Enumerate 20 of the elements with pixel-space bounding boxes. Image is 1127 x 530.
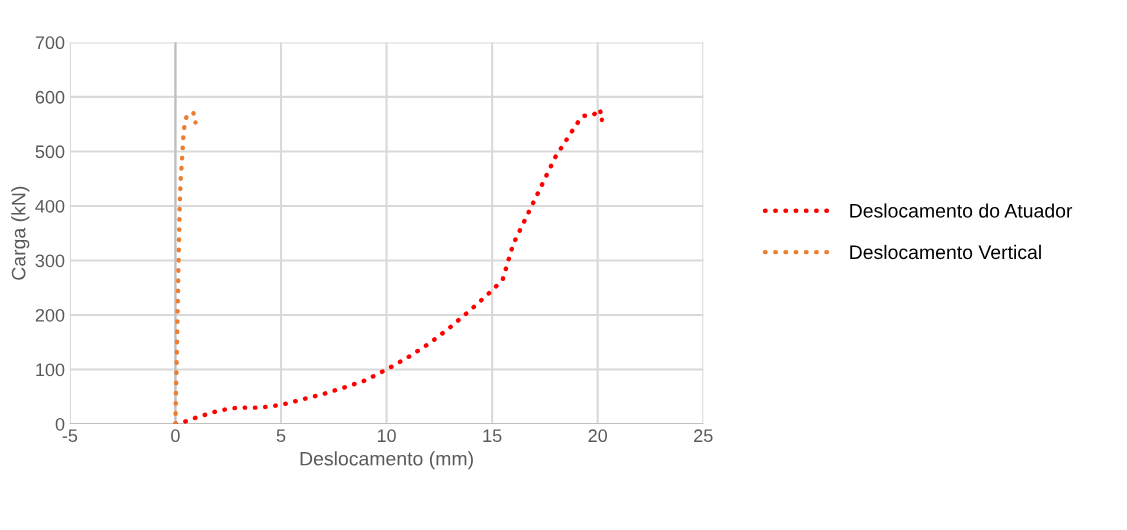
y-tick-label: 200 (35, 308, 65, 322)
x-tick-label: 10 (377, 429, 396, 443)
x-axis-title: Deslocamento (mm) (300, 451, 473, 470)
y-tick-label: 0 (55, 417, 65, 431)
legend-label: Deslocamento do Atuador (850, 203, 1073, 218)
x-tick-label: -5 (62, 429, 78, 443)
y-tick-label: 400 (35, 199, 65, 213)
y-tick-label: 500 (35, 145, 65, 159)
y-tick-label: 300 (35, 254, 65, 268)
x-tick-label: 15 (483, 429, 502, 443)
y-tick-label: 700 (35, 36, 65, 50)
y-tick-label: 600 (35, 90, 65, 104)
line-series (173, 110, 198, 424)
x-tick-label: 20 (588, 429, 608, 443)
x-tick-label: 5 (276, 429, 286, 443)
legend-label: Deslocamento Vertical (850, 244, 1041, 260)
x-tick-label: 25 (694, 429, 713, 443)
y-tick-label: 100 (36, 363, 65, 377)
x-tick-label: 0 (171, 429, 180, 443)
y-axis-title: Carga (kN) (11, 186, 30, 280)
